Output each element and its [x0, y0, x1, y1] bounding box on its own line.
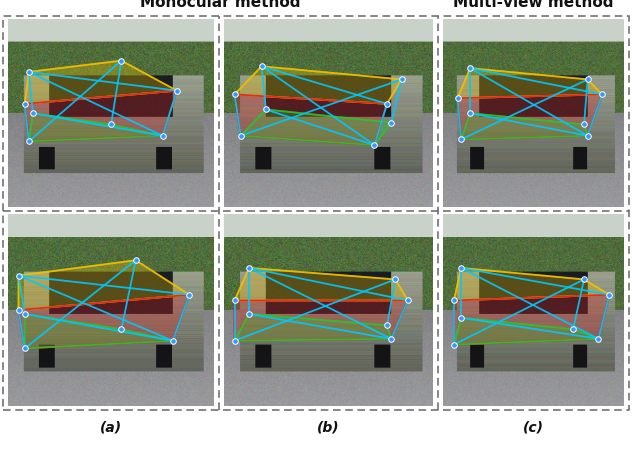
Point: [167, 337, 178, 344]
Point: [583, 132, 593, 140]
Polygon shape: [25, 314, 173, 348]
Point: [20, 100, 30, 108]
Point: [456, 314, 466, 321]
Point: [13, 306, 23, 314]
Text: (c): (c): [523, 420, 544, 435]
Polygon shape: [234, 268, 408, 301]
Point: [456, 264, 466, 271]
Polygon shape: [234, 314, 391, 341]
Polygon shape: [454, 268, 609, 301]
Polygon shape: [18, 260, 189, 310]
Text: Multi-view method: Multi-view method: [453, 0, 614, 10]
Point: [244, 310, 254, 318]
Point: [229, 91, 240, 98]
Point: [453, 94, 463, 102]
Point: [403, 297, 413, 304]
Polygon shape: [241, 109, 391, 145]
Point: [261, 106, 271, 113]
Point: [244, 264, 254, 271]
Point: [229, 297, 240, 304]
Polygon shape: [461, 113, 588, 140]
Point: [116, 57, 126, 64]
Text: (b): (b): [317, 420, 340, 435]
Point: [24, 138, 34, 145]
Point: [579, 121, 589, 128]
Point: [386, 119, 396, 126]
Polygon shape: [458, 94, 602, 140]
Point: [106, 121, 116, 128]
Point: [370, 141, 380, 149]
Point: [396, 76, 406, 83]
Point: [597, 91, 607, 98]
Polygon shape: [234, 301, 408, 341]
Polygon shape: [234, 94, 387, 145]
Point: [382, 322, 392, 329]
Point: [184, 291, 194, 298]
Point: [386, 335, 396, 342]
Point: [257, 63, 267, 70]
Text: Monocular method: Monocular method: [140, 0, 301, 10]
Point: [593, 335, 604, 342]
Point: [568, 326, 578, 333]
Polygon shape: [454, 318, 599, 345]
Point: [465, 110, 475, 117]
Polygon shape: [25, 61, 177, 104]
Point: [604, 291, 614, 298]
Polygon shape: [458, 68, 602, 98]
Point: [456, 136, 466, 143]
Polygon shape: [25, 91, 177, 141]
Point: [583, 76, 593, 83]
Text: (a): (a): [100, 420, 122, 435]
Point: [579, 276, 589, 283]
Point: [172, 87, 182, 94]
Point: [382, 100, 392, 108]
Point: [131, 256, 141, 264]
Point: [24, 68, 34, 76]
Point: [13, 272, 23, 279]
Point: [28, 110, 38, 117]
Point: [116, 326, 126, 333]
Polygon shape: [234, 66, 401, 104]
Point: [449, 341, 459, 348]
Point: [465, 64, 475, 72]
Point: [391, 276, 401, 283]
Bar: [3, 16, 629, 410]
Point: [20, 310, 30, 318]
Point: [449, 297, 459, 304]
Point: [236, 132, 246, 140]
Polygon shape: [29, 113, 162, 141]
Polygon shape: [454, 295, 609, 345]
Point: [157, 132, 167, 140]
Point: [20, 345, 30, 352]
Polygon shape: [18, 295, 189, 348]
Point: [229, 337, 240, 344]
